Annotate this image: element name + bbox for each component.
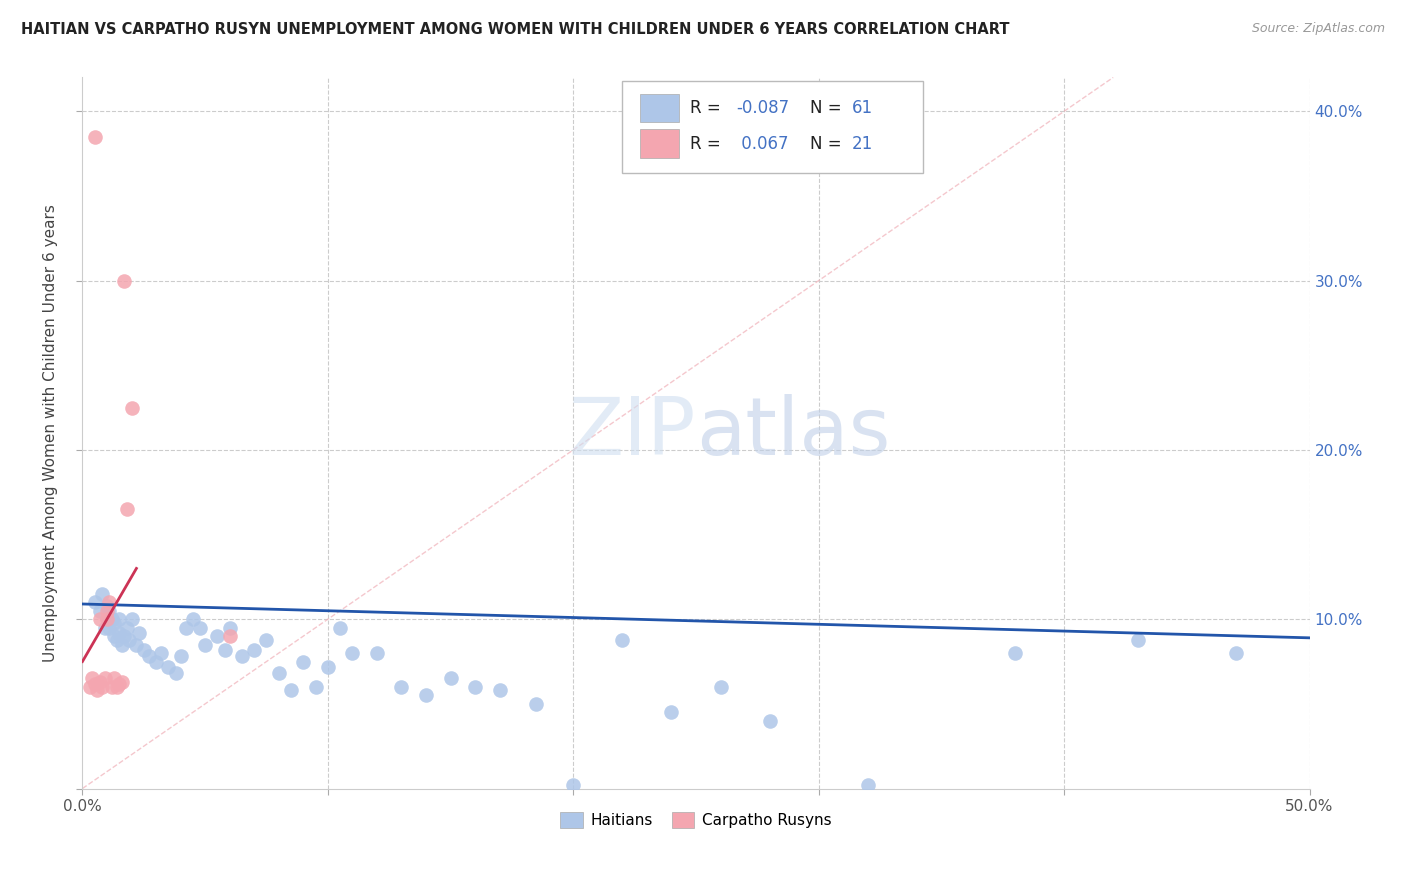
Point (165, 666, 187, 681)
Point (79, 680, 101, 694)
Point (145, 655, 167, 669)
Point (207, 629, 229, 643)
Point (112, 629, 135, 643)
FancyBboxPatch shape (640, 94, 679, 122)
Point (231, 649, 253, 664)
Point (488, 683, 510, 698)
Point (96, 599, 118, 613)
Text: R =: R = (690, 99, 725, 117)
Text: 61: 61 (852, 99, 873, 117)
Point (108, 625, 131, 640)
Text: ZIP: ZIP (568, 394, 696, 472)
Point (256, 632, 278, 647)
Point (115, 621, 138, 635)
Point (125, 638, 148, 652)
Point (101, 612, 124, 626)
Point (169, 649, 191, 664)
Point (562, 778, 585, 792)
Point (103, 629, 125, 643)
Point (89, 674, 111, 689)
Point (112, 274, 135, 288)
Point (304, 680, 326, 694)
Point (214, 642, 236, 657)
Point (118, 632, 141, 647)
Text: N =: N = (810, 99, 846, 117)
Text: 21: 21 (852, 135, 873, 153)
Point (218, 621, 240, 635)
FancyBboxPatch shape (640, 129, 679, 158)
Point (89, 612, 111, 626)
Point (111, 638, 134, 652)
Point (1126, 632, 1149, 647)
Point (218, 629, 240, 643)
Point (98, 595, 121, 609)
Point (1225, 646, 1247, 660)
Point (111, 674, 134, 689)
Point (174, 621, 197, 635)
Point (329, 621, 352, 635)
Point (138, 649, 160, 664)
Point (103, 615, 125, 630)
Point (188, 621, 211, 635)
Point (526, 697, 548, 711)
Point (391, 680, 413, 694)
Point (194, 638, 217, 652)
Point (709, 680, 731, 694)
Text: Source: ZipAtlas.com: Source: ZipAtlas.com (1251, 22, 1385, 36)
Point (83, 595, 105, 609)
Point (267, 666, 290, 681)
Point (316, 659, 339, 673)
Point (243, 642, 266, 657)
Point (96, 604, 118, 618)
Point (101, 680, 124, 694)
Point (415, 689, 437, 703)
Point (96, 612, 118, 626)
Text: R =: R = (690, 135, 725, 153)
Point (292, 655, 315, 669)
Point (93, 672, 115, 686)
Legend: Haitians, Carpatho Rusyns: Haitians, Carpatho Rusyns (554, 806, 838, 834)
Text: HAITIAN VS CARPATHO RUSYN UNEMPLOYMENT AMONG WOMEN WITH CHILDREN UNDER 6 YEARS C: HAITIAN VS CARPATHO RUSYN UNEMPLOYMENT A… (21, 22, 1010, 37)
Point (108, 676, 131, 690)
Text: -0.087: -0.087 (737, 99, 790, 117)
Text: N =: N = (810, 135, 846, 153)
Point (93, 621, 115, 635)
Point (105, 680, 128, 694)
Point (1004, 646, 1026, 660)
Point (89, 604, 111, 618)
Point (98, 621, 121, 635)
Point (439, 672, 461, 686)
Point (342, 646, 364, 660)
FancyBboxPatch shape (623, 81, 922, 173)
Point (181, 612, 204, 626)
Point (108, 612, 131, 626)
Point (132, 642, 155, 657)
Point (96, 612, 118, 626)
Point (758, 714, 780, 728)
Point (464, 680, 486, 694)
Point (105, 632, 128, 647)
Y-axis label: Unemployment Among Women with Children Under 6 years: Unemployment Among Women with Children U… (44, 204, 58, 662)
Point (280, 683, 302, 698)
Point (103, 672, 125, 686)
Point (121, 612, 143, 626)
Point (83, 676, 105, 690)
Point (128, 625, 150, 640)
Text: atlas: atlas (696, 394, 890, 472)
Point (83, 129, 105, 144)
Point (366, 646, 388, 660)
Point (157, 659, 180, 673)
Point (91, 587, 114, 601)
Point (82, 672, 104, 686)
Point (856, 778, 879, 792)
Point (91, 680, 114, 694)
Point (661, 706, 683, 720)
Text: 0.067: 0.067 (737, 135, 789, 153)
Point (149, 646, 172, 660)
Point (612, 632, 634, 647)
Point (86, 683, 108, 698)
Point (98, 604, 121, 618)
Point (115, 502, 138, 516)
Point (121, 401, 143, 415)
